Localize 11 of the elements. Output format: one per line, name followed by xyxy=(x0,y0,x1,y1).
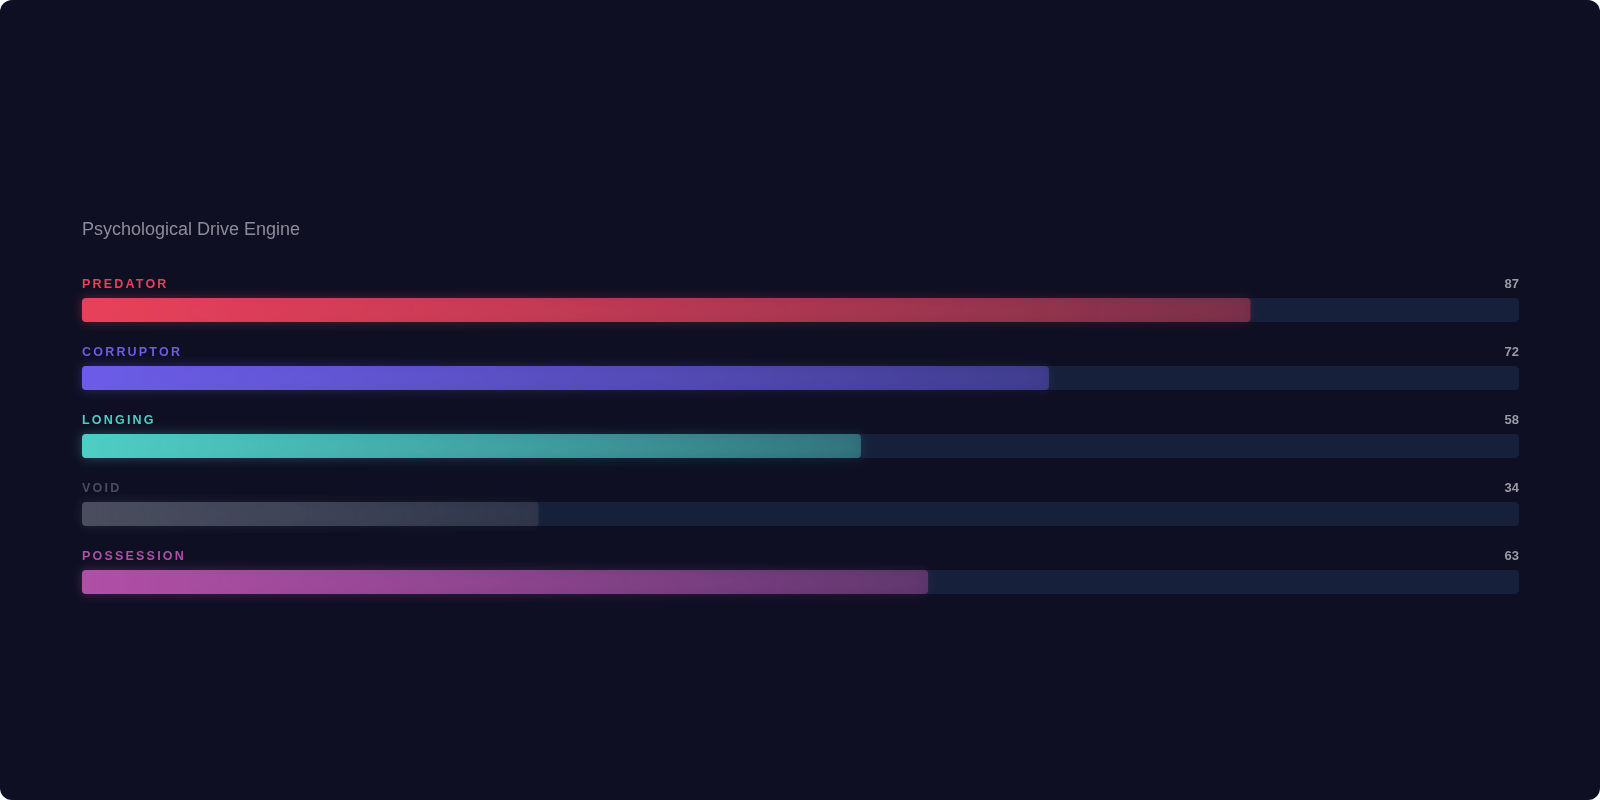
y-tick-label: CORRUPTOR xyxy=(82,345,183,359)
data-label: 34 xyxy=(1504,480,1520,495)
y-tick-label: PREDATOR xyxy=(82,277,169,291)
data-label: 87 xyxy=(1504,276,1519,291)
y-tick-label: LONGING xyxy=(82,413,156,427)
data-label: 72 xyxy=(1504,344,1519,359)
data-label: 58 xyxy=(1504,412,1519,427)
y-tick-label: VOID xyxy=(82,481,122,495)
y-tick-label: POSSESSION xyxy=(82,549,186,563)
data-label: 63 xyxy=(1504,548,1519,563)
chart-subtitle: Psychological Drive Engine xyxy=(82,219,301,239)
